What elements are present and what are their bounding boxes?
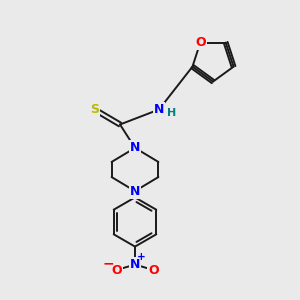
Text: N: N	[154, 103, 164, 116]
Text: N: N	[130, 141, 140, 154]
Text: N: N	[130, 184, 140, 198]
Text: +: +	[136, 252, 146, 262]
Text: O: O	[111, 263, 122, 277]
Text: N: N	[130, 258, 140, 271]
Text: H: H	[167, 107, 176, 118]
Text: O: O	[148, 263, 159, 277]
Text: O: O	[195, 36, 206, 49]
Text: S: S	[90, 103, 99, 116]
Text: −: −	[102, 256, 114, 270]
